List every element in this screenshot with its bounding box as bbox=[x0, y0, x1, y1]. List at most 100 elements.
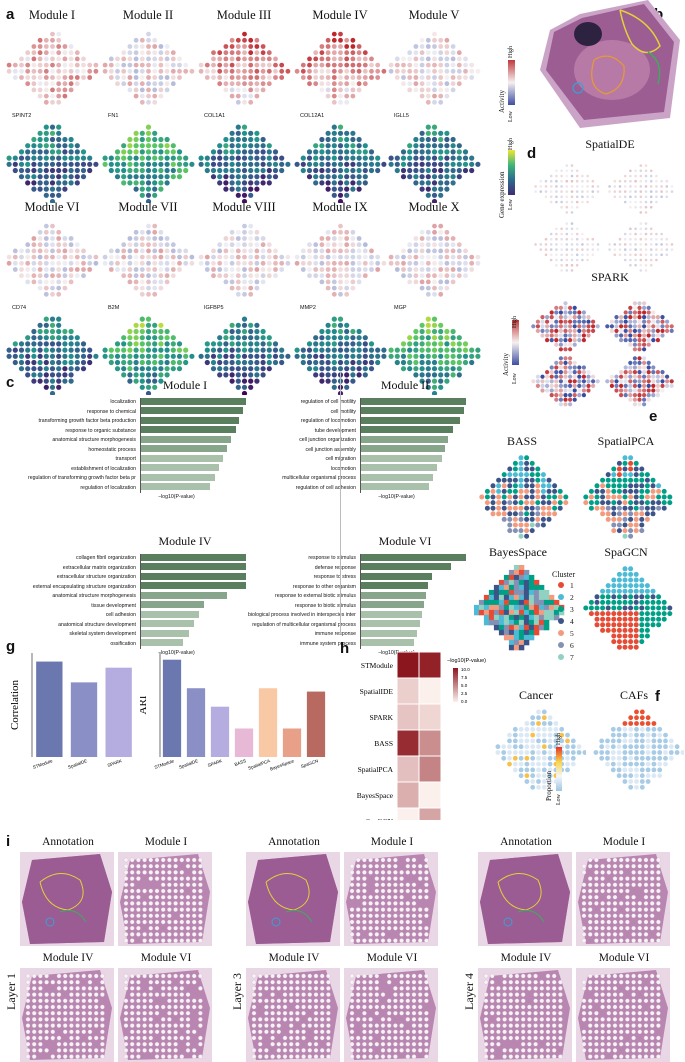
activity-spot bbox=[177, 255, 182, 260]
cluster-spot bbox=[651, 594, 656, 599]
cluster-spot bbox=[617, 489, 622, 494]
activity-spot bbox=[550, 315, 554, 319]
go-bar-list bbox=[140, 398, 246, 493]
activity-spot bbox=[555, 190, 558, 193]
activity-spot bbox=[554, 324, 558, 328]
tissue-spot bbox=[277, 1011, 281, 1015]
tissue-spot bbox=[638, 908, 642, 912]
tissue-spot bbox=[375, 993, 379, 997]
expression-spot bbox=[152, 193, 157, 198]
tissue-spot bbox=[258, 1048, 262, 1052]
activity-spot bbox=[19, 273, 24, 278]
activity-spot bbox=[146, 100, 151, 105]
activity-spot bbox=[395, 69, 400, 74]
activity-spot bbox=[655, 254, 658, 257]
expression-spot bbox=[357, 180, 362, 185]
expression-spot bbox=[38, 366, 43, 371]
proportion-spot bbox=[634, 727, 639, 732]
tissue-spot bbox=[130, 1030, 134, 1034]
cluster-spot bbox=[530, 478, 535, 483]
bar bbox=[105, 668, 131, 757]
expression-spot bbox=[273, 354, 278, 359]
tissue-spot bbox=[143, 1036, 147, 1040]
activity-spot bbox=[642, 361, 646, 365]
expression-spot bbox=[357, 354, 362, 359]
tissue-spot bbox=[314, 1024, 318, 1028]
cluster-spot bbox=[519, 640, 524, 645]
tissue-spot bbox=[198, 926, 202, 930]
expression-spot bbox=[109, 162, 114, 167]
go-bar bbox=[141, 630, 189, 637]
expression-spot bbox=[432, 143, 437, 148]
activity-spot bbox=[438, 69, 443, 74]
activity-spot bbox=[140, 63, 145, 68]
cluster-spot bbox=[645, 489, 650, 494]
activity-spot bbox=[134, 242, 139, 247]
activity-spot bbox=[248, 267, 253, 272]
tissue-spot bbox=[198, 883, 202, 887]
activity-spot bbox=[647, 333, 651, 337]
tissue-spot bbox=[186, 974, 190, 978]
activity-spot bbox=[344, 261, 349, 266]
expression-spot bbox=[363, 335, 368, 340]
activity-spot bbox=[351, 69, 356, 74]
activity-spot bbox=[159, 267, 164, 272]
activity-spot bbox=[248, 249, 253, 254]
cluster-spot bbox=[524, 517, 529, 522]
expression-spot bbox=[230, 143, 235, 148]
activity-spot bbox=[183, 255, 188, 260]
expression-spot bbox=[332, 180, 337, 185]
cluster-spot bbox=[514, 640, 519, 645]
tissue-spot bbox=[130, 914, 134, 918]
expression-spot bbox=[332, 360, 337, 365]
activity-spot bbox=[624, 379, 628, 383]
tissue-spot bbox=[57, 974, 61, 978]
expression-spot bbox=[326, 180, 331, 185]
expression-spot bbox=[87, 162, 92, 167]
activity-spot bbox=[559, 388, 563, 392]
activity-spot bbox=[432, 249, 437, 254]
expression-spot bbox=[62, 341, 67, 346]
tissue-spot bbox=[650, 914, 654, 918]
tissue-spot bbox=[656, 901, 660, 905]
tissue-spot bbox=[393, 1055, 397, 1059]
activity-spot bbox=[438, 280, 443, 285]
expression-spot bbox=[444, 372, 449, 377]
activity-spot bbox=[576, 196, 579, 199]
go-bar-list bbox=[360, 398, 466, 493]
activity-spot bbox=[7, 69, 12, 74]
activity-spot bbox=[665, 375, 669, 379]
activity-spot bbox=[236, 88, 241, 93]
cluster-spot bbox=[606, 617, 611, 622]
expression-spot bbox=[344, 348, 349, 353]
tissue-spot bbox=[277, 1042, 281, 1046]
tissue-spot bbox=[356, 980, 360, 984]
activity-spot bbox=[545, 320, 549, 324]
activity-spot bbox=[637, 343, 641, 347]
activity-spot bbox=[128, 81, 133, 86]
activity-spot bbox=[560, 201, 563, 204]
activity-spot bbox=[540, 384, 544, 388]
tissue-spot bbox=[326, 1055, 330, 1059]
expression-spot bbox=[236, 131, 241, 136]
activity-spot bbox=[666, 180, 669, 183]
activity-spot bbox=[332, 63, 337, 68]
activity-spot bbox=[577, 315, 581, 319]
expression-spot bbox=[236, 366, 241, 371]
activity-spot bbox=[637, 315, 641, 319]
tissue-spot bbox=[350, 1030, 354, 1034]
expression-spot bbox=[444, 168, 449, 173]
expression-spot bbox=[230, 348, 235, 353]
activity-spot bbox=[568, 347, 572, 351]
tissue-spot bbox=[644, 870, 648, 874]
x-tick-label: SPARK bbox=[207, 758, 223, 768]
expression-spot bbox=[146, 372, 151, 377]
expression-spot bbox=[469, 360, 474, 365]
activity-spot bbox=[344, 242, 349, 247]
activity-spot bbox=[38, 236, 43, 241]
proportion-spot bbox=[536, 727, 541, 732]
tissue-spot bbox=[45, 1036, 49, 1040]
activity-spot bbox=[230, 69, 235, 74]
tissue-spot bbox=[656, 908, 660, 912]
activity-spot bbox=[134, 69, 139, 74]
